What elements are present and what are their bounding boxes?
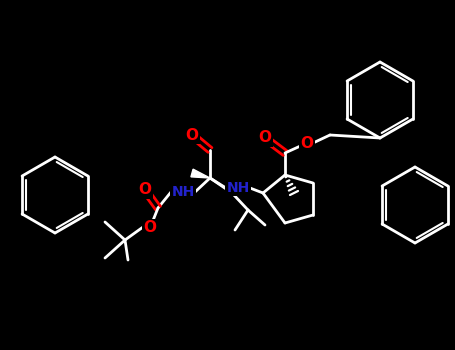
Text: O: O (258, 131, 272, 146)
Text: O: O (300, 135, 313, 150)
Text: NH: NH (172, 185, 195, 199)
Text: O: O (186, 127, 198, 142)
Text: NH: NH (227, 181, 250, 195)
Text: O: O (138, 182, 152, 197)
Text: O: O (143, 220, 157, 236)
Polygon shape (191, 169, 210, 178)
